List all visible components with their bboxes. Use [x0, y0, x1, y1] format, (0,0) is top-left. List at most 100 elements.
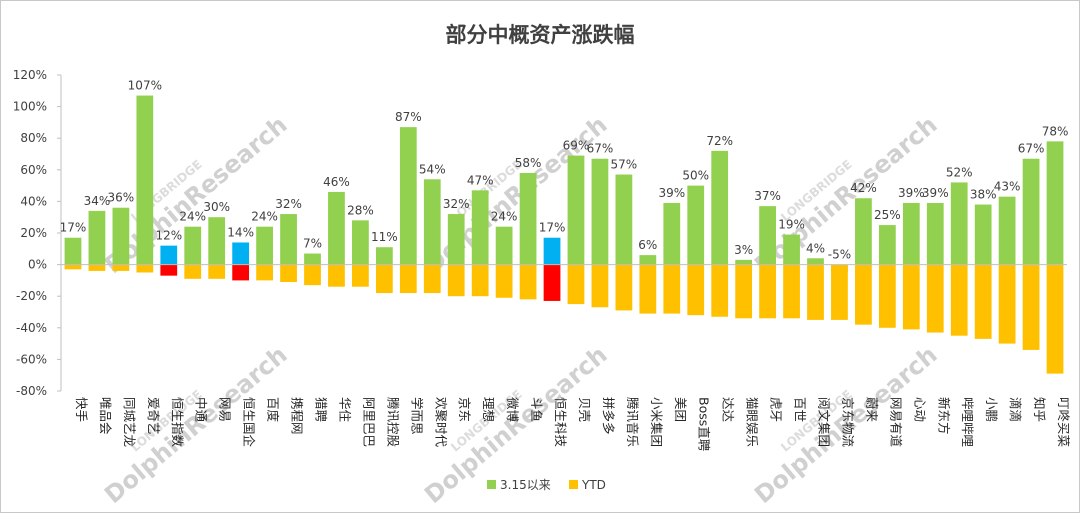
- bar-携程网-ytd: [280, 264, 297, 282]
- bar-网易-315: [208, 217, 226, 265]
- category-label-京东: 京东: [457, 397, 472, 422]
- data-label-心动: 39%: [898, 186, 925, 200]
- bar-贝壳-ytd: [567, 264, 585, 305]
- data-label-哔哩哔哩: 52%: [946, 165, 973, 179]
- data-label-百度: 24%: [251, 210, 278, 224]
- bar-理想-ytd: [471, 264, 489, 297]
- data-label-拼多多: 67%: [587, 142, 614, 156]
- data-label-微博: 24%: [491, 210, 518, 224]
- data-label-滴滴: 43%: [994, 180, 1021, 194]
- y-tick-label: 40%: [20, 194, 47, 208]
- bar-心动-315: [902, 202, 920, 265]
- category-label-虎牙: 虎牙: [769, 397, 784, 422]
- bar-欢聚时代-ytd: [423, 264, 441, 294]
- data-label-恒生国企: 14%: [227, 225, 254, 239]
- bar-小米集团-ytd: [639, 264, 657, 314]
- data-label-腾讯音乐: 57%: [611, 158, 638, 172]
- y-axis: 120% 100% 80% 60% 40% 20% 0% -20% -40% -60% -80%: [13, 68, 62, 398]
- bar-京东物流-ytd: [831, 264, 848, 320]
- bar-腾讯音乐-315: [615, 174, 633, 265]
- category-label-知乎: 知乎: [1032, 397, 1047, 422]
- category-label-恒生国企: 恒生国企: [242, 397, 257, 448]
- bar-腾讯控股-ytd: [375, 264, 393, 294]
- data-label-爱奇艺: 107%: [128, 79, 162, 93]
- data-label-百世: 19%: [778, 218, 805, 232]
- data-label-网易: 30%: [203, 200, 230, 214]
- bar-同城艺龙-315: [112, 207, 130, 265]
- category-label-恒生指数: 恒生指数: [170, 397, 185, 448]
- bar-微博-315: [495, 226, 513, 265]
- bar-快手-ytd: [64, 264, 82, 270]
- category-label-阅文集团: 阅文集团: [817, 397, 832, 447]
- category-label-阿里巴巴: 阿里巴巴: [361, 397, 376, 447]
- data-label-腾讯控股: 11%: [371, 230, 398, 244]
- bar-网易-ytd: [208, 264, 226, 279]
- category-label-百世: 百世: [793, 397, 808, 422]
- category-label-欢聚时代: 欢聚时代: [433, 397, 448, 448]
- y-tick-label: 20%: [20, 226, 47, 240]
- bar-哔哩哔哩-ytd: [950, 264, 968, 336]
- bar-恒生科技-ytd: [543, 264, 561, 301]
- data-label-恒生科技: 17%: [539, 221, 566, 235]
- bar-猎聘-315: [304, 253, 321, 265]
- category-label-斗鱼: 斗鱼: [529, 397, 544, 422]
- legend: 3.15以来 YTD: [487, 478, 606, 492]
- category-label-美团: 美团: [673, 397, 688, 422]
- category-label-猎聘: 猎聘: [314, 397, 329, 422]
- category-label-腾讯控股: 腾讯控股: [385, 397, 400, 448]
- data-label-恒生指数: 12%: [155, 229, 182, 243]
- bar-新东方-315: [926, 202, 944, 265]
- category-label-猫眼娱乐: 猫眼娱乐: [745, 397, 760, 447]
- bar-阿里巴巴-315: [352, 220, 369, 265]
- bar-百度-315: [256, 226, 273, 265]
- bar-滴滴-ytd: [998, 264, 1016, 344]
- bar-微博-ytd: [495, 264, 513, 298]
- data-label-叮咚买菜: 78%: [1042, 124, 1069, 138]
- category-label-恒生科技: 恒生科技: [553, 397, 568, 448]
- category-label-华住: 华住: [337, 397, 352, 423]
- bar-唯品会-ytd: [88, 264, 106, 271]
- bar-蔚来-ytd: [855, 264, 872, 325]
- data-label-美团: 39%: [658, 186, 685, 200]
- bar-腾讯音乐-ytd: [615, 264, 633, 311]
- data-label-贝壳: 69%: [563, 139, 590, 153]
- data-label-阅文集团: 4%: [806, 241, 825, 255]
- category-label-中通: 中通: [194, 397, 209, 423]
- data-label-斗鱼: 58%: [515, 156, 542, 170]
- bar-中通-ytd: [184, 264, 202, 279]
- bar-猎聘-ytd: [304, 264, 321, 286]
- category-label-哔哩哔哩: 哔哩哔哩: [960, 397, 975, 448]
- category-label-叮咚买菜: 叮咚买菜: [1056, 397, 1071, 448]
- data-label-快手: 17%: [60, 221, 87, 235]
- legend-label-0: 3.15以来: [500, 478, 551, 492]
- category-label-唯品会: 唯品会: [98, 397, 113, 435]
- y-tick-label: -20%: [16, 289, 47, 303]
- data-label-知乎: 67%: [1018, 142, 1045, 156]
- bar-拼多多-315: [591, 158, 609, 265]
- bar-中通-315: [184, 226, 202, 265]
- category-label-同城艺龙: 同城艺龙: [122, 397, 137, 447]
- category-label-贝壳: 贝壳: [577, 397, 592, 422]
- bar-快手-315: [64, 237, 82, 265]
- data-label-新东方: 39%: [922, 186, 949, 200]
- data-label-小米集团: 6%: [638, 238, 657, 252]
- category-label-学而思: 学而思: [409, 397, 424, 435]
- data-label-京东物流: -5%: [828, 248, 851, 262]
- bar-恒生指数-315: [160, 245, 178, 265]
- category-label-达达: 达达: [721, 397, 736, 423]
- data-label-阿里巴巴: 28%: [347, 203, 374, 217]
- bar-斗鱼-315: [519, 172, 537, 265]
- data-label-京东: 32%: [443, 197, 470, 211]
- bar-恒生国企-ytd: [232, 264, 250, 281]
- bar-美团-ytd: [663, 264, 681, 314]
- bar-阅文集团-ytd: [807, 264, 824, 320]
- bar-学而思-ytd: [399, 264, 417, 294]
- bar-阿里巴巴-ytd: [352, 264, 369, 287]
- data-label-虎牙: 37%: [754, 189, 781, 203]
- category-label-小米集团: 小米集团: [649, 397, 664, 447]
- bars-layer: [64, 95, 1064, 374]
- bar-同城艺龙-ytd: [112, 264, 130, 271]
- category-label-百度: 百度: [266, 397, 281, 423]
